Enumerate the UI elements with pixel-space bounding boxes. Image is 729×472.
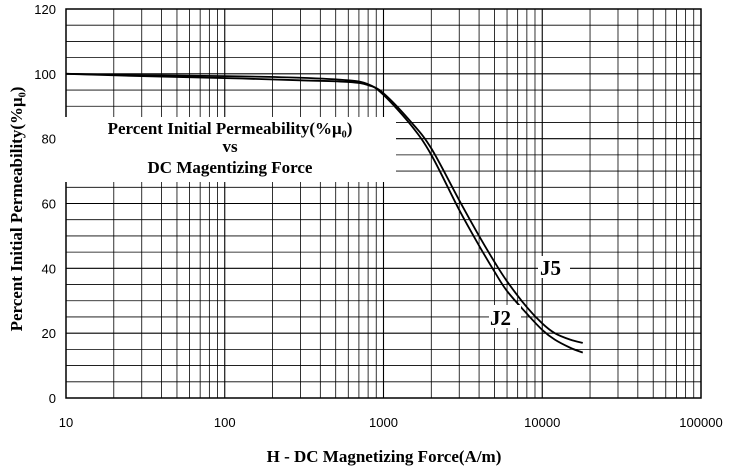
x-tick-label-4: 100000 [679, 415, 722, 430]
chart-title-line-2: vs [222, 137, 238, 156]
x-tick-label-3: 10000 [524, 415, 560, 430]
y-tick-label-5: 100 [34, 67, 56, 82]
chart-title-box: Percent Initial Permeability(%μ₀) vs DC … [65, 117, 396, 182]
y-tick-label-4: 80 [42, 132, 56, 147]
x-tick-label-0: 10 [59, 415, 73, 430]
y-tick-label-6: 120 [34, 2, 56, 17]
y-tick-label-1: 20 [42, 326, 56, 341]
y-tick-label-2: 40 [42, 261, 56, 276]
series-label-j5-background [538, 256, 570, 278]
series-label-j2: J2 [490, 306, 511, 330]
series-label-j5-group: J5 [538, 256, 570, 280]
series-label-j2-background [489, 305, 521, 328]
y-tick-label-3: 60 [42, 197, 56, 212]
x-tick-label-1: 100 [214, 415, 236, 430]
x-axis-title: H - DC Magnetizing Force(A/m) [267, 447, 502, 466]
tick-labels: 10 100 1000 10000 100000 0 20 40 60 80 100 120 [34, 2, 722, 430]
plot-frame [65, 8, 702, 399]
y-axis-title: Percent Initial Permeability(%μ₀) [7, 87, 26, 332]
chart-title-line-3: DC Magentizing Force [148, 158, 313, 177]
x-tick-label-2: 1000 [369, 415, 398, 430]
chart-title-background [65, 117, 396, 182]
series-label-j5: J5 [540, 256, 561, 280]
chart-title-line-1: Percent Initial Permeability(%μ₀) [108, 119, 353, 138]
grid-lines [66, 9, 701, 398]
y-tick-label-0: 0 [49, 391, 56, 406]
series-line-j2 [65, 72, 584, 354]
series-line-j5 [65, 72, 583, 344]
series-lines [65, 72, 584, 354]
series-label-j2-group: J2 [489, 305, 521, 330]
